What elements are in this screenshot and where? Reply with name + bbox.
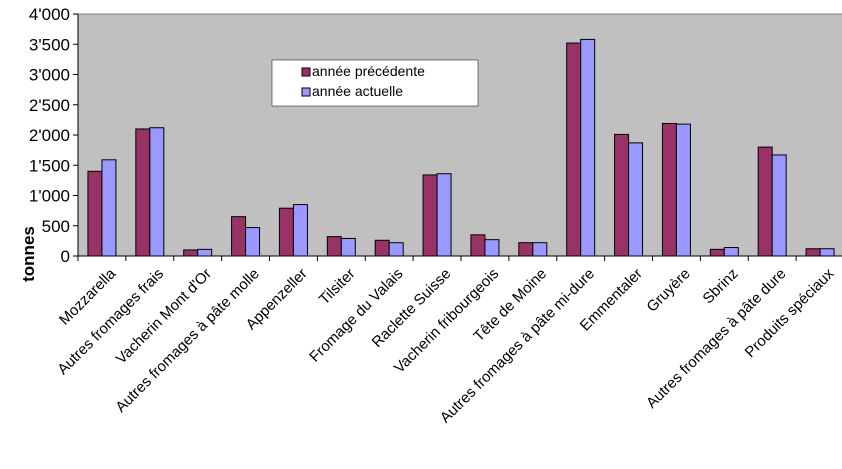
bar-current-year	[532, 242, 548, 257]
legend-label: année actuelle	[312, 83, 403, 99]
y-tick-label: 0	[61, 247, 70, 266]
y-tick-label: 2'500	[29, 96, 70, 115]
x-category-label: Tilsiter	[316, 265, 359, 308]
y-axis: 0 500 1'000 1'500 2'000 2'500 3'000 3'500 4'000	[29, 5, 79, 266]
legend-swatch	[301, 67, 311, 77]
bar-current-year	[628, 142, 644, 257]
legend-label: année précédente	[312, 63, 425, 79]
bar-previous-year	[566, 42, 582, 257]
bar-previous-year	[374, 239, 390, 257]
bar-previous-year	[135, 128, 151, 257]
bar-current-year	[292, 204, 308, 257]
bar-previous-year	[805, 248, 821, 257]
y-tick-label: 3'000	[29, 66, 70, 85]
bar-previous-year	[278, 207, 294, 257]
bar-previous-year	[709, 248, 725, 257]
bar-previous-year	[661, 123, 677, 257]
x-category-label: Produits spéciaux	[742, 265, 838, 361]
bar-previous-year	[183, 249, 199, 257]
bar-current-year	[245, 227, 261, 257]
bar-current-year	[101, 159, 117, 257]
legend: année précédente année actuelle	[271, 59, 479, 107]
x-category-label: Gruyère	[643, 265, 693, 315]
bar-current-year	[436, 173, 452, 257]
y-tick-label: 1'000	[29, 187, 70, 206]
bar-current-year	[484, 239, 500, 257]
bar-previous-year	[518, 242, 534, 257]
bar-current-year	[340, 237, 356, 257]
bar-previous-year	[231, 216, 247, 257]
bar-previous-year	[326, 236, 342, 257]
y-tick-label: 4'000	[29, 5, 70, 24]
bar-current-year	[197, 248, 213, 257]
bars-group	[87, 38, 835, 257]
y-axis-title: tonnes	[19, 226, 38, 282]
bar-current-year	[723, 247, 739, 257]
plot-area	[77, 13, 842, 257]
bar-current-year	[388, 242, 404, 257]
bar-current-year	[580, 38, 596, 257]
bar-previous-year	[757, 146, 773, 257]
bar-previous-year	[422, 174, 438, 257]
bar-current-year	[149, 127, 165, 257]
bar-current-year	[675, 123, 691, 257]
legend-swatch	[301, 87, 311, 97]
bar-previous-year	[614, 133, 630, 257]
y-tick-label: 3'500	[29, 35, 70, 54]
bar-current-year	[771, 154, 787, 257]
y-tick-label: 500	[42, 217, 70, 236]
y-tick-label: 1'500	[29, 156, 70, 175]
bar-previous-year	[87, 170, 103, 257]
bar-previous-year	[470, 234, 486, 257]
y-tick-label: 2'000	[29, 126, 70, 145]
bar-current-year	[819, 248, 835, 257]
x-category-label: Sbrinz	[700, 265, 742, 307]
